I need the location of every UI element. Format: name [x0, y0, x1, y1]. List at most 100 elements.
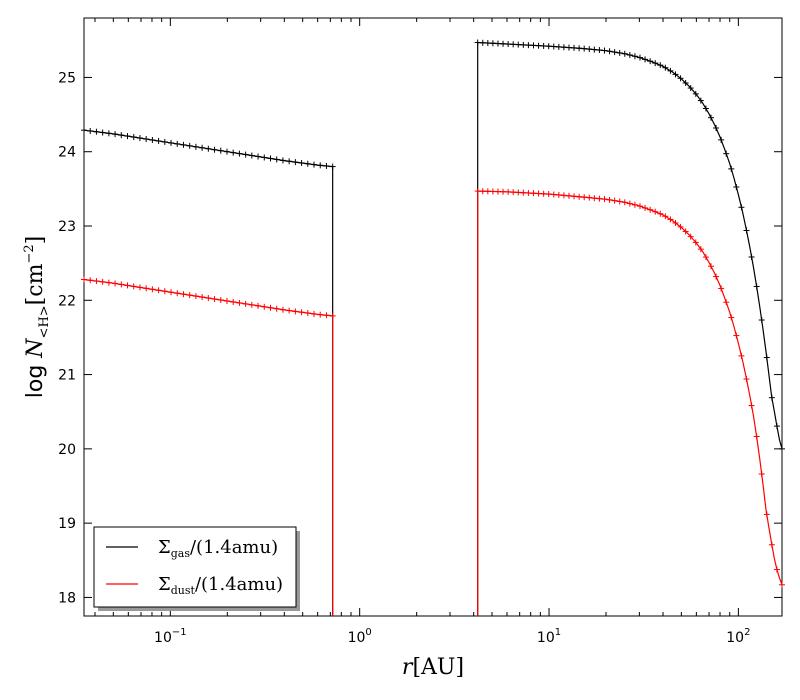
series-point: [591, 46, 598, 53]
series-point: [576, 45, 583, 52]
series-point: [261, 154, 268, 161]
series-point: [205, 145, 212, 152]
series-point: [642, 204, 649, 211]
series-point: [112, 280, 119, 287]
series-point: [520, 41, 527, 48]
series-point: [199, 144, 206, 151]
series-point: [702, 254, 709, 261]
y-tick-label: 20: [58, 442, 76, 458]
series-point: [626, 200, 633, 207]
series-point: [555, 43, 562, 50]
x-tick-label: 102: [726, 627, 750, 646]
x-axis-label: r[AU]: [402, 655, 464, 680]
series-point: [662, 213, 669, 220]
y-tick-label: 18: [58, 590, 76, 606]
series-point: [500, 40, 507, 47]
series-point: [707, 114, 714, 121]
series-point: [510, 41, 517, 48]
series-point: [647, 206, 654, 213]
series-point: [236, 299, 243, 306]
series-point: [652, 208, 659, 215]
series-point: [728, 165, 735, 172]
series-point: [211, 296, 218, 303]
series-point: [192, 293, 199, 300]
series-point: [601, 47, 608, 54]
series-point: [606, 196, 613, 203]
series-point: [773, 423, 780, 430]
series-point: [581, 194, 588, 201]
series-point: [242, 300, 249, 307]
series-point: [261, 303, 268, 310]
series-point: [565, 192, 572, 199]
series-point: [484, 40, 491, 47]
series-point: [248, 301, 255, 308]
series-point: [286, 307, 293, 314]
series-point: [143, 285, 150, 292]
series-point: [687, 233, 694, 240]
y-tick-label: 22: [58, 293, 76, 309]
series-point: [682, 228, 689, 235]
x-tick-label: 100: [348, 627, 372, 646]
series-point: [560, 192, 567, 199]
series-point: [311, 161, 318, 168]
series-point: [199, 294, 206, 301]
series-point: [723, 299, 730, 306]
series-point: [773, 566, 780, 573]
series-point: [707, 263, 714, 270]
series-point: [248, 152, 255, 159]
series-point: [565, 44, 572, 51]
series-point: [763, 511, 770, 518]
series-point: [329, 312, 336, 319]
series-point: [298, 309, 305, 316]
series-point: [118, 281, 125, 288]
series-point: [267, 304, 274, 311]
series-point: [186, 292, 193, 299]
series-point: [124, 282, 131, 289]
series-point: [93, 128, 100, 135]
series-point: [535, 190, 542, 197]
series-point: [223, 297, 230, 304]
series-point: [560, 44, 567, 51]
series-point: [667, 67, 674, 74]
series-point: [631, 201, 638, 208]
series-point: [550, 43, 557, 50]
series-point: [168, 139, 175, 146]
series-point: [292, 159, 299, 166]
series-point: [479, 39, 486, 46]
series-point: [672, 219, 679, 226]
series-point: [697, 246, 704, 253]
series-point: [489, 188, 496, 195]
legend-label-dust: Σdust/(1.4amu): [158, 574, 283, 597]
series-point: [130, 134, 137, 141]
series-point: [279, 157, 286, 164]
series-point: [87, 277, 94, 284]
series-point: [510, 189, 517, 196]
series-point: [155, 137, 162, 144]
series-point: [500, 188, 507, 195]
series-point: [143, 136, 150, 143]
series-point: [662, 64, 669, 71]
series-point: [713, 273, 720, 280]
series-point: [161, 138, 168, 145]
series-point: [186, 142, 193, 149]
series-point: [697, 97, 704, 104]
series-dust: [81, 188, 785, 616]
series-point: [286, 158, 293, 165]
series-point: [479, 188, 486, 195]
series-point: [758, 317, 765, 324]
series-line: [477, 41, 783, 450]
series-point: [621, 199, 628, 206]
series-point: [136, 284, 143, 291]
y-tick-label: 25: [58, 70, 76, 86]
series-point: [636, 203, 643, 210]
series-point: [211, 146, 218, 153]
series-point: [768, 541, 775, 548]
series-point: [657, 210, 664, 217]
series-point: [161, 288, 168, 295]
series-point: [217, 297, 224, 304]
series-point: [255, 153, 262, 160]
series-point: [474, 188, 481, 195]
series-point: [236, 150, 243, 157]
series-point: [505, 188, 512, 195]
